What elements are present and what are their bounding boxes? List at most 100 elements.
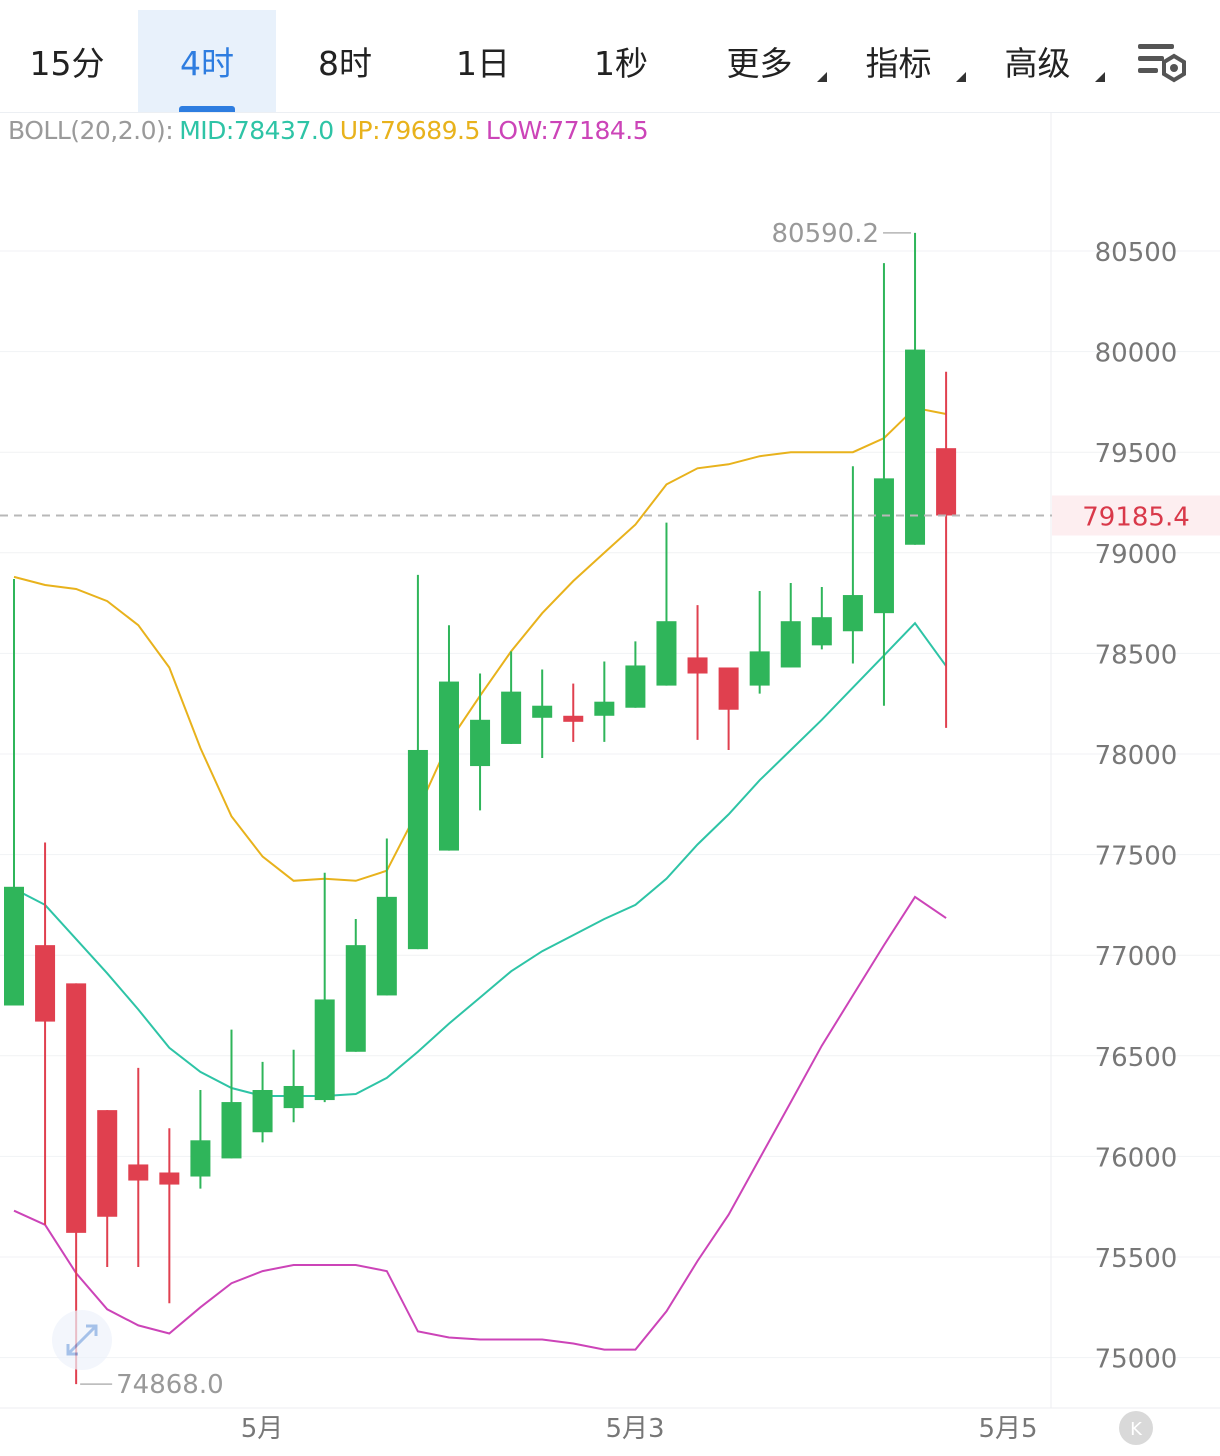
candle-body [66,983,87,1233]
time-axis: 5月 5月3 5月5 [241,1414,1038,1444]
candle [687,605,708,740]
candle [407,574,428,950]
price-tick-label: 78000 [1095,741,1178,771]
tab-1[interactable]: 4时 [138,10,276,112]
price-tick-label: 79500 [1095,439,1178,469]
boll-up-value: UP:79689.5 [339,116,481,145]
candle [594,661,615,742]
candle [563,683,584,742]
candle [314,872,335,1103]
candle-body [501,691,522,744]
candle [842,466,863,664]
candle [936,371,957,728]
tab-0[interactable]: 15分 [0,10,134,112]
candle [873,263,894,706]
tab-label: 指标 [865,44,932,83]
boll-bands [13,406,947,1351]
price-tick-label: 78500 [1095,640,1178,670]
candle-body [905,349,926,545]
candle [470,673,491,811]
candle [4,578,24,1006]
price-tick-label: 76500 [1095,1043,1178,1073]
tab-5[interactable]: 更多 [690,10,829,112]
candle [438,625,459,851]
candle [532,669,553,759]
candle [35,842,56,1225]
boll-mid-value: MID:78437.0 [179,116,334,145]
candle-body [128,1164,149,1181]
candle-body [190,1140,211,1177]
candle-body [656,621,677,686]
tab-2[interactable]: 8时 [276,10,414,112]
candle-body [842,595,863,632]
candle [345,918,366,1052]
candle-body [159,1172,180,1185]
price-tick-label: 80500 [1095,238,1178,268]
candle [905,232,926,545]
candle-body [4,886,24,1006]
price-tick-label: 75500 [1095,1244,1178,1274]
candle [780,582,801,668]
boll-low-line [13,895,947,1351]
boll-mid-line [13,621,947,1097]
chart-overlay: 79185.4 80590.2 74868.0 K [0,219,1220,1445]
time-tick-label: 5月3 [605,1414,664,1444]
price-tick-label: 80000 [1095,339,1178,369]
candle-body [252,1090,273,1133]
candle-body [718,667,739,710]
boll-low-value: LOW:77184.5 [485,116,649,145]
timeframe-tab-bar: 15分 4时 8时 1日 1秒 更多 指标 高级 [0,0,1220,113]
candle-body [35,945,56,1022]
dropdown-triangle-icon [956,72,966,82]
time-tick-label: 5月 [241,1414,284,1444]
candle [190,1090,211,1189]
tab-6[interactable]: 指标 [829,10,968,112]
chart-settings-icon[interactable] [1136,40,1188,84]
tab-3[interactable]: 1日 [414,10,552,112]
tab-label: 8时 [318,44,372,83]
tab-4[interactable]: 1秒 [552,10,690,112]
candle-body [532,705,553,718]
high-price-label: 80590.2 [771,219,879,249]
candle [128,1067,149,1268]
price-tick-label: 77500 [1095,842,1178,872]
tab-label: 4时 [180,44,234,83]
price-axis: 80500 80000 79500 79000 78500 78000 77500 77000… [1095,238,1178,1375]
candle-body [407,749,428,950]
candle-body [345,945,366,1052]
candle-body [314,999,335,1101]
candle-body [97,1110,118,1217]
active-tab-indicator [179,106,235,112]
candle-body [563,715,584,722]
price-tick-label: 79000 [1095,540,1178,570]
candle-body [687,657,708,674]
candle [749,591,770,694]
tab-label: 1日 [456,44,510,83]
tab-7[interactable]: 高级 [968,10,1107,112]
candle [221,1029,242,1159]
candle-body [283,1085,304,1109]
candle [376,838,397,996]
time-tick-label: 5月5 [978,1414,1037,1444]
price-tick-label: 76000 [1095,1143,1178,1173]
price-tick-label: 77000 [1095,942,1178,972]
boll-name: BOLL(20,2.0): [8,116,174,145]
candle [159,1128,180,1304]
tab-label: 1秒 [594,44,648,83]
candle [97,1110,118,1268]
current-price-tag: 79185.4 [1082,502,1190,532]
boll-legend: BOLL(20,2.0): MID:78437.0 UP:79689.5 LOW:77… [8,116,654,145]
dropdown-triangle-icon [817,72,827,82]
k-line-icon[interactable]: K [1119,1411,1153,1445]
candle [625,641,646,708]
candle-body [594,701,615,716]
candle-body [470,719,491,767]
candle-body [936,448,957,516]
candle-body [780,621,801,668]
tab-label: 高级 [1004,44,1071,83]
candles [4,232,957,1385]
expand-icon[interactable] [52,1310,112,1370]
price-tick-label: 75000 [1095,1345,1178,1375]
candle [718,667,739,750]
